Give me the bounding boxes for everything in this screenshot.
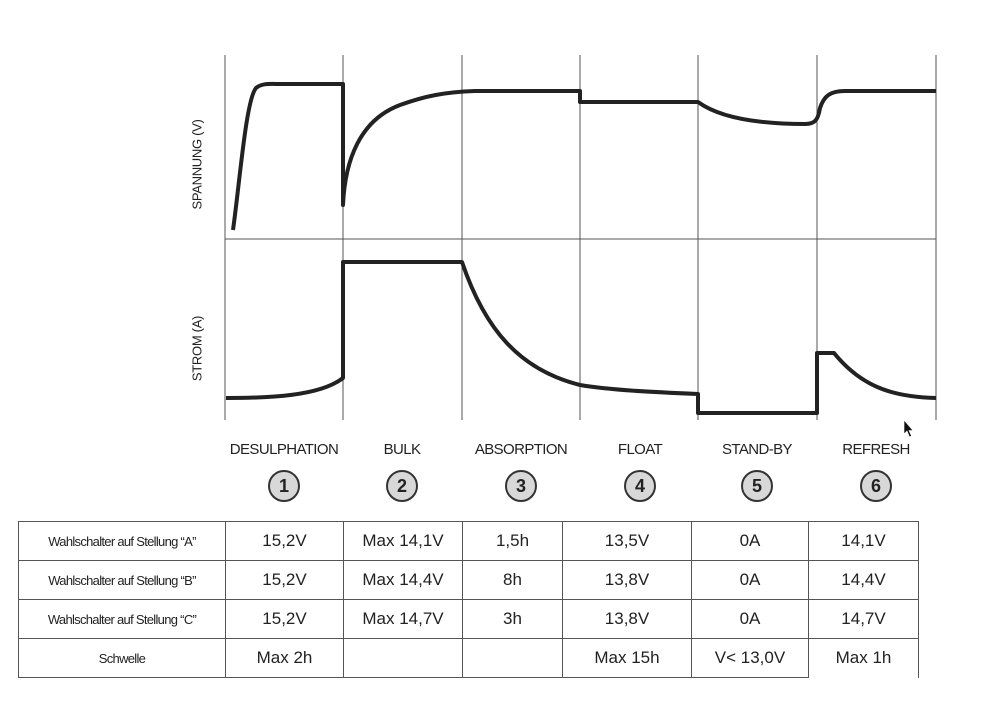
phase-number-badge: 5 [741, 470, 773, 502]
phase-dividers [224, 55, 937, 420]
current-curve [225, 260, 937, 415]
table-cell: 0A [691, 599, 809, 639]
table-cell: 15,2V [225, 521, 344, 561]
table-cell: 13,5V [562, 521, 692, 561]
row-label: Wahlschalter auf Stellung “B” [18, 560, 226, 600]
table-row: Wahlschalter auf Stellung “B” 15,2V Max … [18, 560, 919, 600]
table-cell: 14,7V [808, 599, 919, 639]
phase-name-absorption: ABSORPTION [474, 441, 568, 458]
row-label: Wahlschalter auf Stellung “A” [18, 521, 226, 561]
table-cell: 3h [462, 599, 563, 639]
phase-name-float: FLOAT [617, 441, 663, 458]
table-cell: Max 1h [808, 638, 919, 678]
table-row: Wahlschalter auf Stellung “A” 15,2V Max … [18, 521, 919, 561]
table-cell: 8h [462, 560, 563, 600]
table-cell: Max 14,4V [343, 560, 463, 600]
settings-table: Wahlschalter auf Stellung “A” 15,2V Max … [18, 521, 919, 678]
phase-number-badge: 4 [624, 470, 656, 502]
table-cell [462, 638, 563, 678]
table-cell: 14,4V [808, 560, 919, 600]
current-axis-label: STROM (A) [189, 315, 205, 382]
row-label: Schwelle [18, 638, 226, 678]
table-row: Schwelle Max 2h Max 15h V< 13,0V Max 1h [18, 638, 919, 678]
table-cell: Max 14,1V [343, 521, 463, 561]
voltage-axis-label: SPANNUNG (V) [189, 119, 205, 210]
table-cell: 13,8V [562, 599, 692, 639]
row-label: Wahlschalter auf Stellung “C” [18, 599, 226, 639]
phase-name-bulk: BULK [383, 441, 421, 458]
table-cell: 13,8V [562, 560, 692, 600]
phase-name-desulphation: DESULPHATION [229, 441, 339, 458]
phase-number-badge: 2 [386, 470, 418, 502]
table-cell: Max 14,7V [343, 599, 463, 639]
phase-number-badge: 1 [268, 470, 300, 502]
table-cell: Max 15h [562, 638, 692, 678]
table-cell: 0A [691, 560, 809, 600]
phase-number-badge: 3 [505, 470, 537, 502]
table-cell [343, 638, 463, 678]
phase-number-badge: 6 [860, 470, 892, 502]
table-row: Wahlschalter auf Stellung “C” 15,2V Max … [18, 599, 919, 639]
voltage-curve [231, 81, 936, 231]
table-cell: 0A [691, 521, 809, 561]
table-cell: 15,2V [225, 560, 344, 600]
table-cell: 15,2V [225, 599, 344, 639]
table-cell: 14,1V [808, 521, 919, 561]
table-cell: Max 2h [225, 638, 344, 678]
phase-name-standby: STAND-BY [722, 441, 793, 458]
mouse-cursor-icon [903, 419, 914, 438]
table-cell: V< 13,0V [691, 638, 809, 678]
table-cell: 1,5h [462, 521, 563, 561]
phase-name-refresh: REFRESH [842, 441, 910, 458]
